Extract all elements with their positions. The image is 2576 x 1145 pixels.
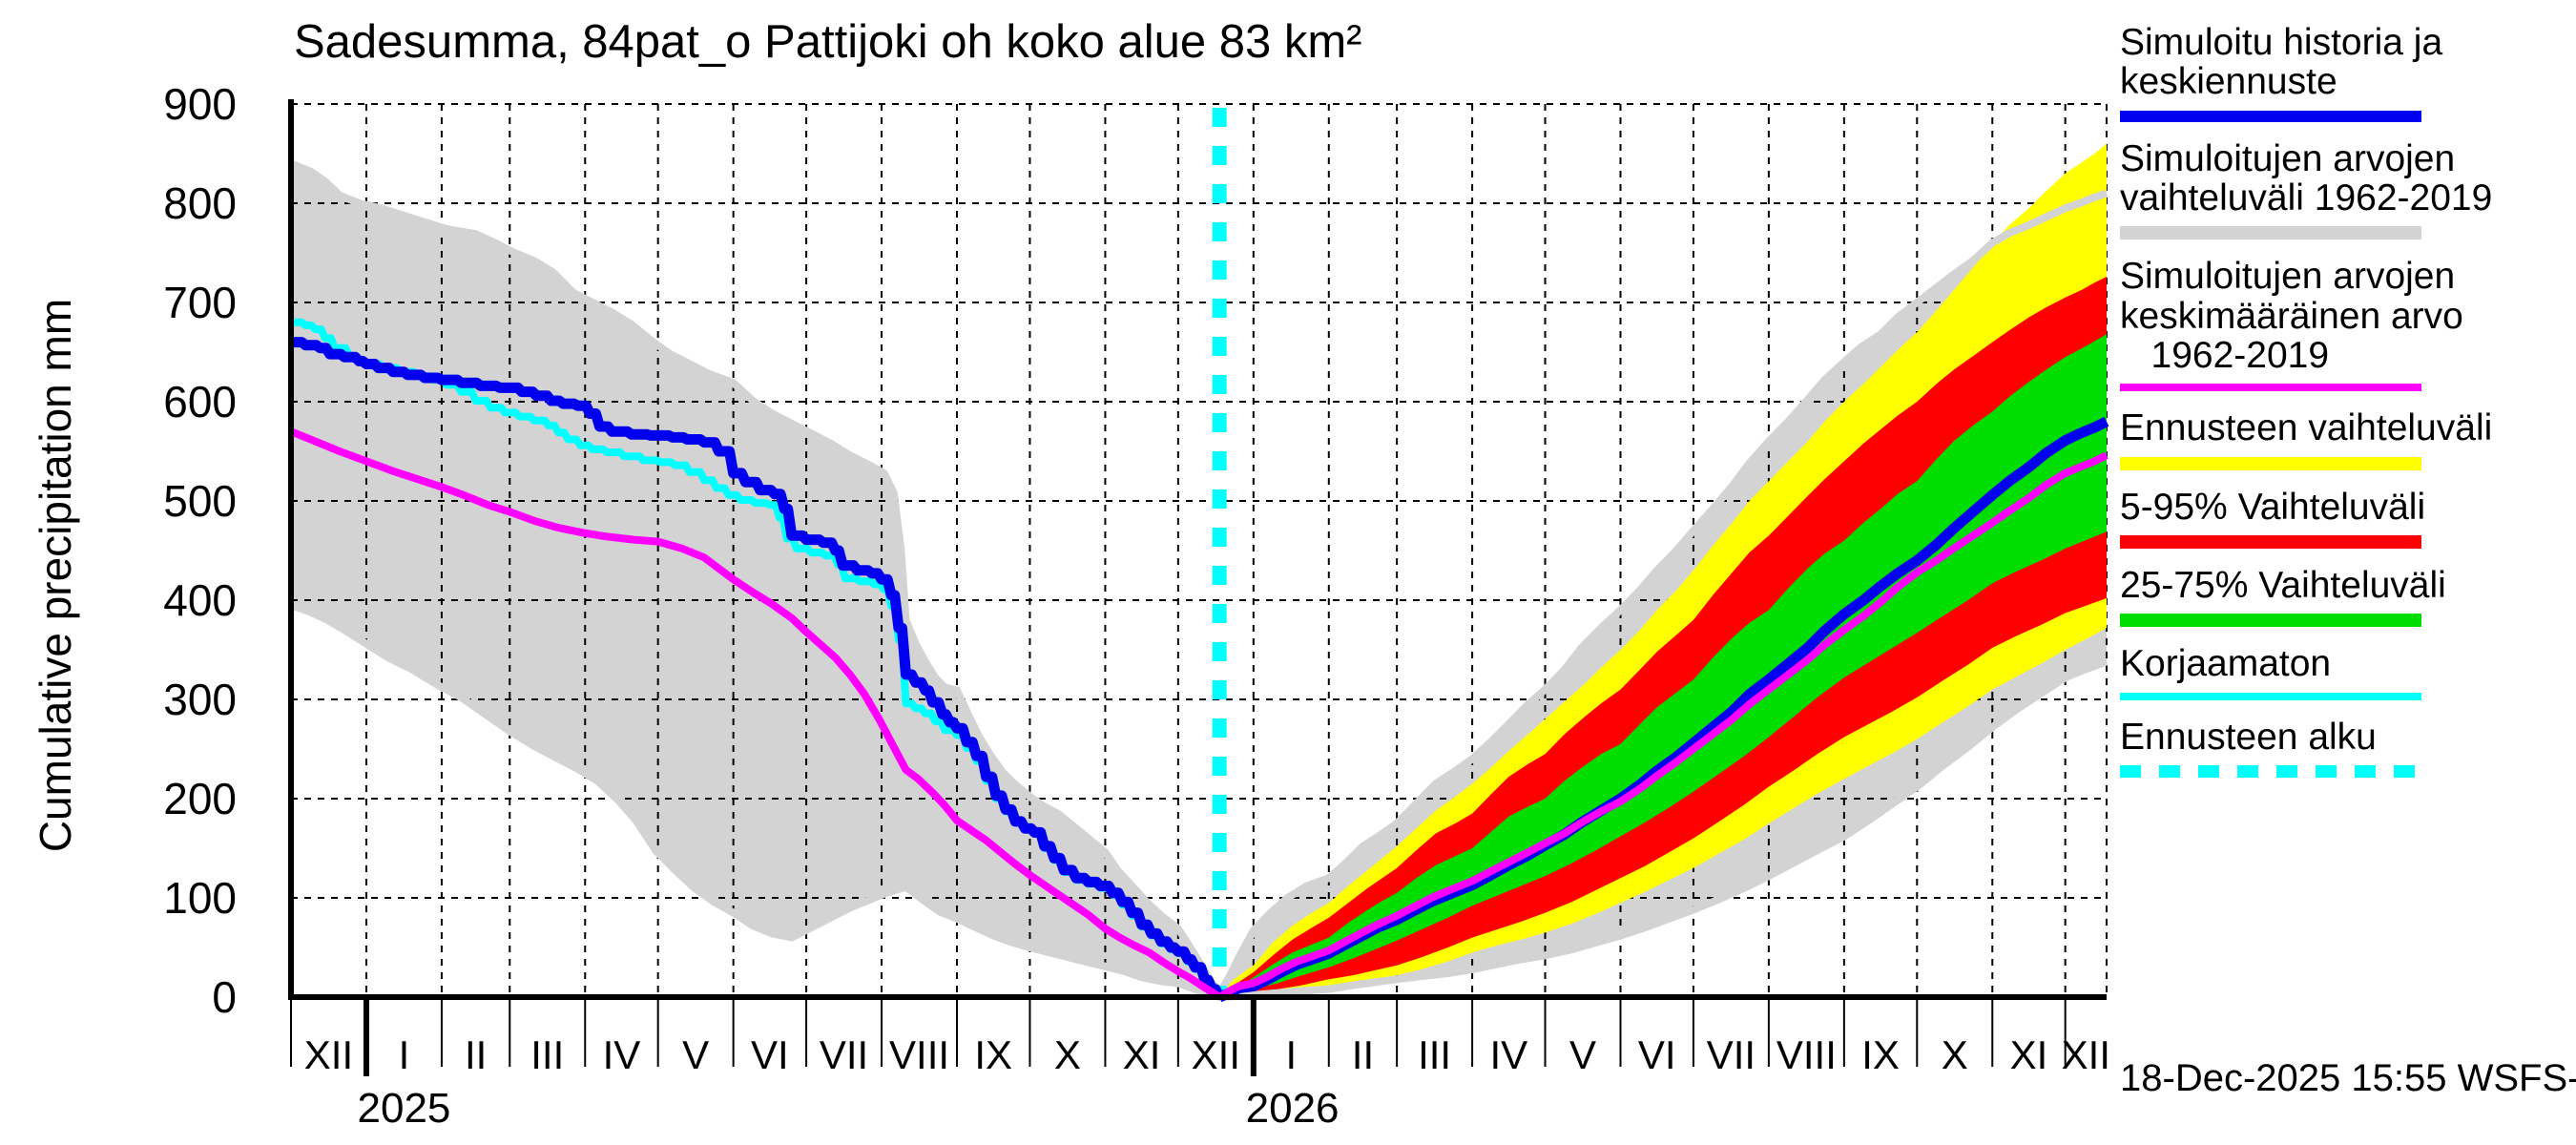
- y-axis-tick-labels: 0 100 200 300 400 500 600 700 800 900: [163, 79, 237, 1022]
- band-range-25-75-green: [1219, 334, 2107, 997]
- month-label: III: [530, 1032, 564, 1077]
- legend-label-range-25-75: 25-75% Vaihteluväli: [2120, 564, 2446, 606]
- month-label: XI: [1123, 1032, 1161, 1077]
- legend-label-forecast-range: Ennusteen vaihteluväli: [2120, 407, 2493, 449]
- y-tick-label: 300: [163, 675, 237, 724]
- month-label: II: [465, 1032, 487, 1077]
- legend-item-forecast-start: Ennusteen alku: [2120, 716, 2568, 778]
- y-tick-label: 400: [163, 575, 237, 625]
- month-label: X: [1054, 1032, 1081, 1077]
- band-range-5-95-red: [1219, 277, 2107, 997]
- legend-key-range-25-75: [2120, 614, 2421, 628]
- x-axis-ticks: [290, 1000, 2067, 1076]
- year-label: 2025: [358, 1085, 451, 1132]
- legend-item-simulated-history: Simuloitu historia ja keskiennuste: [2120, 23, 2568, 122]
- month-label: VII: [1707, 1032, 1755, 1077]
- month-label: III: [1418, 1032, 1451, 1077]
- legend-key-simulated-range: [2120, 226, 2421, 240]
- series-historical-mean-magenta-forecast: [1217, 451, 2109, 1001]
- legend-item-simulated-mean: Simuloitujen arvojen keskimääräinen arvo…: [2120, 256, 2568, 392]
- month-label: VIII: [1776, 1032, 1837, 1077]
- month-label: XII: [2062, 1032, 2110, 1077]
- chart-title: Sadesumma, 84pat_o Pattijoki oh koko alu…: [294, 16, 1362, 68]
- month-label: II: [1352, 1032, 1374, 1077]
- legend-label-range-5-95: 5-95% Vaihteluväli: [2120, 486, 2426, 528]
- legend-item-uncorrected: Korjaamaton: [2120, 643, 2568, 700]
- y-tick-label: 0: [212, 972, 237, 1022]
- series-simulated-history-blue: [291, 337, 1225, 1000]
- legend-label-simulated-range: Simuloitujen arvojen vaihteluväli 1962-2…: [2120, 137, 2493, 219]
- year-label: 2026: [1246, 1085, 1340, 1132]
- month-label: VI: [1638, 1032, 1676, 1077]
- month-label: XII: [1192, 1032, 1240, 1077]
- legend-key-forecast-start: [2120, 764, 2421, 778]
- month-label: VI: [751, 1032, 789, 1077]
- legend-item-simulated-range: Simuloitujen arvojen vaihteluväli 1962-2…: [2120, 139, 2568, 240]
- month-label: V: [1569, 1032, 1596, 1077]
- legend-item-forecast-range: Ennusteen vaihteluväli: [2120, 407, 2568, 470]
- month-label: IV: [1489, 1032, 1527, 1077]
- y-tick-label: 800: [163, 178, 237, 228]
- month-label: X: [1942, 1032, 1968, 1077]
- legend-key-simulated-mean: [2120, 384, 2421, 392]
- y-tick-label: 100: [163, 873, 237, 923]
- legend-item-range-5-95: 5-95% Vaihteluväli: [2120, 486, 2568, 549]
- legend-key-uncorrected: [2120, 692, 2421, 700]
- y-tick-label: 600: [163, 377, 237, 427]
- month-label: V: [682, 1032, 709, 1077]
- gray-band-edge-lower: [289, 601, 2109, 1002]
- month-label: VIII: [889, 1032, 949, 1077]
- month-label: IV: [603, 1032, 641, 1077]
- month-label: IX: [1861, 1032, 1900, 1077]
- timestamp-watermark: 18-Dec-2025 15:55 WSFS-O: [2120, 1057, 2576, 1099]
- legend-key-simulated-history: [2120, 110, 2421, 122]
- month-label: I: [1285, 1032, 1297, 1077]
- legend-label-simulated-mean: Simuloitujen arvojen keskimääräinen arvo…: [2120, 256, 2463, 376]
- y-tick-label: 700: [163, 278, 237, 327]
- y-tick-label: 500: [163, 476, 237, 526]
- legend-item-range-25-75: 25-75% Vaihteluväli: [2120, 564, 2568, 628]
- legend-label-forecast-start: Ennusteen alku: [2120, 716, 2377, 758]
- y-tick-label: 200: [163, 774, 237, 823]
- legend-label-uncorrected: Korjaamaton: [2120, 643, 2332, 685]
- month-label: IX: [974, 1032, 1012, 1077]
- chart-legend: Simuloitu historia ja keskiennuste Simulo…: [2120, 23, 2568, 795]
- legend-label-simulated-history: Simuloitu historia ja keskiennuste: [2120, 22, 2443, 103]
- x-axis-month-labels: XII I II III IV V VI VII VIII IX X XI XII I II III IV V VI…: [304, 1032, 2110, 1077]
- legend-key-range-5-95: [2120, 534, 2421, 549]
- gray-band-edge-upper: [289, 159, 2109, 1000]
- month-label: XII: [304, 1032, 353, 1077]
- legend-key-forecast-range: [2120, 456, 2421, 470]
- y-axis-label: Cumulative precipitation mm: [31, 298, 80, 853]
- series-historical-mean-magenta-history: [289, 427, 1222, 1001]
- y-tick-label: 900: [163, 79, 237, 129]
- month-label: VII: [820, 1032, 868, 1077]
- x-axis-year-labels: 2025 2026: [358, 1085, 1340, 1132]
- month-label: I: [399, 1032, 410, 1077]
- month-label: XI: [2010, 1032, 2048, 1077]
